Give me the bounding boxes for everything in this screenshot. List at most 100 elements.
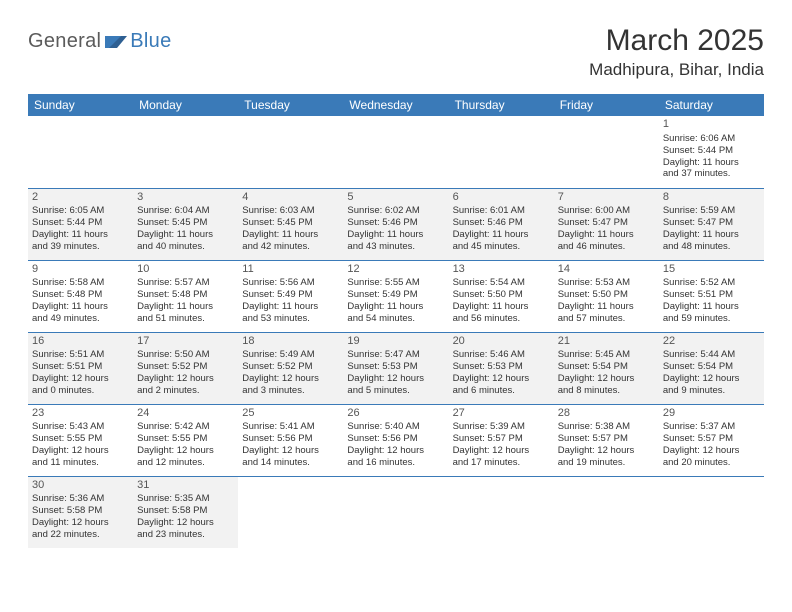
day-daylight1: Daylight: 12 hours bbox=[663, 445, 760, 457]
day-daylight2: and 5 minutes. bbox=[347, 385, 444, 397]
calendar-cell-empty bbox=[238, 116, 343, 188]
calendar-cell: 27Sunrise: 5:39 AMSunset: 5:57 PMDayligh… bbox=[449, 404, 554, 476]
day-sunrise: Sunrise: 5:46 AM bbox=[453, 349, 550, 361]
calendar-cell: 22Sunrise: 5:44 AMSunset: 5:54 PMDayligh… bbox=[659, 332, 764, 404]
day-header: Tuesday bbox=[238, 94, 343, 116]
day-sunrise: Sunrise: 5:36 AM bbox=[32, 493, 129, 505]
day-sunrise: Sunrise: 5:40 AM bbox=[347, 421, 444, 433]
calendar-cell: 28Sunrise: 5:38 AMSunset: 5:57 PMDayligh… bbox=[554, 404, 659, 476]
calendar-cell: 5Sunrise: 6:02 AMSunset: 5:46 PMDaylight… bbox=[343, 188, 448, 260]
day-sunrise: Sunrise: 6:03 AM bbox=[242, 205, 339, 217]
calendar-week: 30Sunrise: 5:36 AMSunset: 5:58 PMDayligh… bbox=[28, 476, 764, 548]
day-daylight2: and 3 minutes. bbox=[242, 385, 339, 397]
day-sunrise: Sunrise: 5:50 AM bbox=[137, 349, 234, 361]
day-sunrise: Sunrise: 5:59 AM bbox=[663, 205, 760, 217]
day-daylight2: and 17 minutes. bbox=[453, 457, 550, 469]
day-number: 11 bbox=[242, 263, 339, 277]
calendar-cell-empty bbox=[554, 476, 659, 548]
day-daylight2: and 54 minutes. bbox=[347, 313, 444, 325]
calendar-cell-empty bbox=[28, 116, 133, 188]
calendar-cell: 31Sunrise: 5:35 AMSunset: 5:58 PMDayligh… bbox=[133, 476, 238, 548]
day-number: 6 bbox=[453, 191, 550, 205]
logo: General Blue bbox=[28, 24, 172, 53]
day-daylight2: and 40 minutes. bbox=[137, 241, 234, 253]
day-daylight1: Daylight: 12 hours bbox=[347, 373, 444, 385]
day-daylight2: and 56 minutes. bbox=[453, 313, 550, 325]
calendar-cell: 8Sunrise: 5:59 AMSunset: 5:47 PMDaylight… bbox=[659, 188, 764, 260]
day-sunset: Sunset: 5:56 PM bbox=[242, 433, 339, 445]
day-number: 1 bbox=[663, 118, 760, 132]
day-daylight1: Daylight: 12 hours bbox=[137, 373, 234, 385]
day-sunset: Sunset: 5:47 PM bbox=[663, 217, 760, 229]
calendar-cell-empty bbox=[449, 116, 554, 188]
day-number: 17 bbox=[137, 335, 234, 349]
day-daylight1: Daylight: 11 hours bbox=[663, 157, 760, 169]
day-sunset: Sunset: 5:58 PM bbox=[32, 505, 129, 517]
day-sunset: Sunset: 5:54 PM bbox=[663, 361, 760, 373]
day-sunset: Sunset: 5:50 PM bbox=[453, 289, 550, 301]
calendar-cell-empty bbox=[133, 116, 238, 188]
day-number: 26 bbox=[347, 407, 444, 421]
day-number: 4 bbox=[242, 191, 339, 205]
day-daylight1: Daylight: 11 hours bbox=[347, 301, 444, 313]
calendar-cell: 13Sunrise: 5:54 AMSunset: 5:50 PMDayligh… bbox=[449, 260, 554, 332]
day-sunrise: Sunrise: 5:45 AM bbox=[558, 349, 655, 361]
calendar-cell: 21Sunrise: 5:45 AMSunset: 5:54 PMDayligh… bbox=[554, 332, 659, 404]
day-daylight2: and 51 minutes. bbox=[137, 313, 234, 325]
day-daylight2: and 42 minutes. bbox=[242, 241, 339, 253]
day-sunrise: Sunrise: 5:52 AM bbox=[663, 277, 760, 289]
day-number: 12 bbox=[347, 263, 444, 277]
calendar-week: 23Sunrise: 5:43 AMSunset: 5:55 PMDayligh… bbox=[28, 404, 764, 476]
calendar-cell: 6Sunrise: 6:01 AMSunset: 5:46 PMDaylight… bbox=[449, 188, 554, 260]
day-daylight1: Daylight: 12 hours bbox=[242, 445, 339, 457]
day-number: 18 bbox=[242, 335, 339, 349]
day-daylight2: and 48 minutes. bbox=[663, 241, 760, 253]
calendar-cell: 15Sunrise: 5:52 AMSunset: 5:51 PMDayligh… bbox=[659, 260, 764, 332]
day-sunrise: Sunrise: 5:35 AM bbox=[137, 493, 234, 505]
day-sunset: Sunset: 5:54 PM bbox=[558, 361, 655, 373]
day-number: 8 bbox=[663, 191, 760, 205]
calendar-cell: 10Sunrise: 5:57 AMSunset: 5:48 PMDayligh… bbox=[133, 260, 238, 332]
logo-text-general: General bbox=[28, 30, 101, 53]
calendar-cell-empty bbox=[659, 476, 764, 548]
day-sunset: Sunset: 5:50 PM bbox=[558, 289, 655, 301]
day-number: 10 bbox=[137, 263, 234, 277]
day-daylight2: and 9 minutes. bbox=[663, 385, 760, 397]
calendar-cell-empty bbox=[343, 116, 448, 188]
day-daylight2: and 19 minutes. bbox=[558, 457, 655, 469]
day-header: Monday bbox=[133, 94, 238, 116]
calendar-body: 1Sunrise: 6:06 AMSunset: 5:44 PMDaylight… bbox=[28, 116, 764, 548]
day-sunset: Sunset: 5:57 PM bbox=[453, 433, 550, 445]
day-daylight2: and 0 minutes. bbox=[32, 385, 129, 397]
calendar-cell: 7Sunrise: 6:00 AMSunset: 5:47 PMDaylight… bbox=[554, 188, 659, 260]
day-daylight1: Daylight: 12 hours bbox=[558, 445, 655, 457]
calendar-week: 16Sunrise: 5:51 AMSunset: 5:51 PMDayligh… bbox=[28, 332, 764, 404]
day-daylight1: Daylight: 11 hours bbox=[347, 229, 444, 241]
day-sunset: Sunset: 5:56 PM bbox=[347, 433, 444, 445]
day-number: 16 bbox=[32, 335, 129, 349]
day-daylight2: and 37 minutes. bbox=[663, 168, 760, 180]
day-header: Thursday bbox=[449, 94, 554, 116]
flag-icon bbox=[105, 34, 127, 50]
day-daylight2: and 23 minutes. bbox=[137, 529, 234, 541]
day-number: 15 bbox=[663, 263, 760, 277]
day-daylight2: and 39 minutes. bbox=[32, 241, 129, 253]
calendar-cell: 24Sunrise: 5:42 AMSunset: 5:55 PMDayligh… bbox=[133, 404, 238, 476]
day-daylight2: and 11 minutes. bbox=[32, 457, 129, 469]
location: Madhipura, Bihar, India bbox=[589, 60, 764, 80]
day-daylight1: Daylight: 11 hours bbox=[663, 229, 760, 241]
calendar-cell: 11Sunrise: 5:56 AMSunset: 5:49 PMDayligh… bbox=[238, 260, 343, 332]
day-daylight2: and 14 minutes. bbox=[242, 457, 339, 469]
day-sunrise: Sunrise: 5:37 AM bbox=[663, 421, 760, 433]
calendar-week: 2Sunrise: 6:05 AMSunset: 5:44 PMDaylight… bbox=[28, 188, 764, 260]
calendar-cell: 19Sunrise: 5:47 AMSunset: 5:53 PMDayligh… bbox=[343, 332, 448, 404]
day-number: 13 bbox=[453, 263, 550, 277]
day-number: 2 bbox=[32, 191, 129, 205]
day-sunset: Sunset: 5:55 PM bbox=[137, 433, 234, 445]
day-number: 22 bbox=[663, 335, 760, 349]
day-daylight1: Daylight: 12 hours bbox=[663, 373, 760, 385]
day-sunrise: Sunrise: 5:42 AM bbox=[137, 421, 234, 433]
day-number: 24 bbox=[137, 407, 234, 421]
day-daylight1: Daylight: 11 hours bbox=[242, 229, 339, 241]
day-sunset: Sunset: 5:49 PM bbox=[242, 289, 339, 301]
